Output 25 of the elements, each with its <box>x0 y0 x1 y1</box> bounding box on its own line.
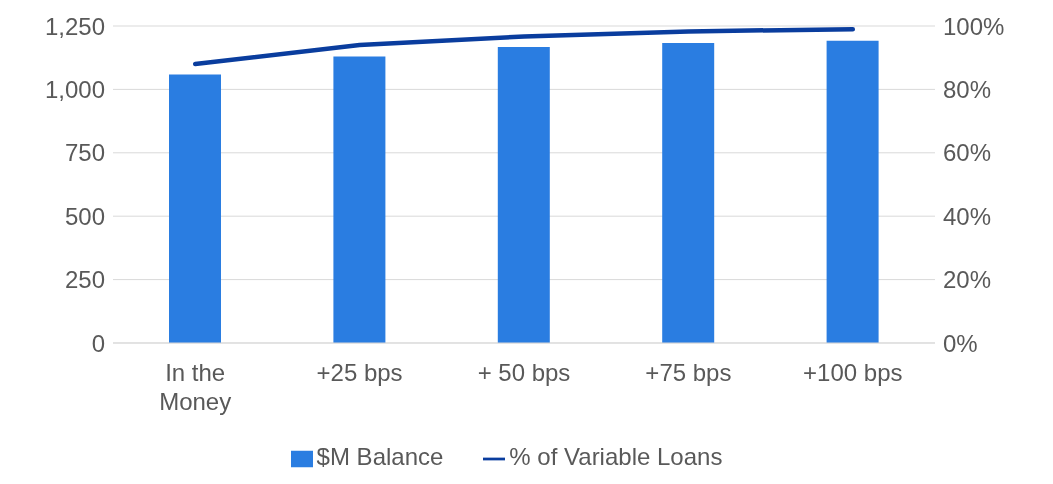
y-tick-label: 1,000 <box>44 75 105 103</box>
legend-label: $M Balance <box>316 443 444 470</box>
bar <box>169 74 221 343</box>
x-tick-label: In the Money <box>159 359 232 415</box>
y2-tick-label: 40% <box>943 202 992 230</box>
y-tick-label: 1,250 <box>44 12 105 40</box>
y2-tick-label: 80% <box>943 75 992 103</box>
bar <box>333 56 386 343</box>
bar <box>826 40 879 343</box>
y2-tick-label: 100% <box>943 12 1005 40</box>
x-tick-label: +100 bps <box>803 359 903 386</box>
y2-tick-label: 0% <box>943 329 978 357</box>
y-tick-label: 0 <box>91 329 105 357</box>
bar <box>662 42 715 343</box>
y-tick-label: 250 <box>64 266 105 294</box>
line-series <box>192 26 856 67</box>
y2-tick-label: 20% <box>943 266 992 294</box>
x-tick-label: +25 bps <box>316 359 403 386</box>
y-tick-label: 750 <box>64 139 105 167</box>
x-tick-label: +75 bps <box>645 359 732 386</box>
x-tick-label: + 50 bps <box>477 359 571 386</box>
y2-tick-label: 60% <box>943 139 992 167</box>
legend-label: % of Variable Loans <box>509 443 723 470</box>
y-tick-label: 500 <box>64 202 105 230</box>
bar <box>497 47 550 343</box>
